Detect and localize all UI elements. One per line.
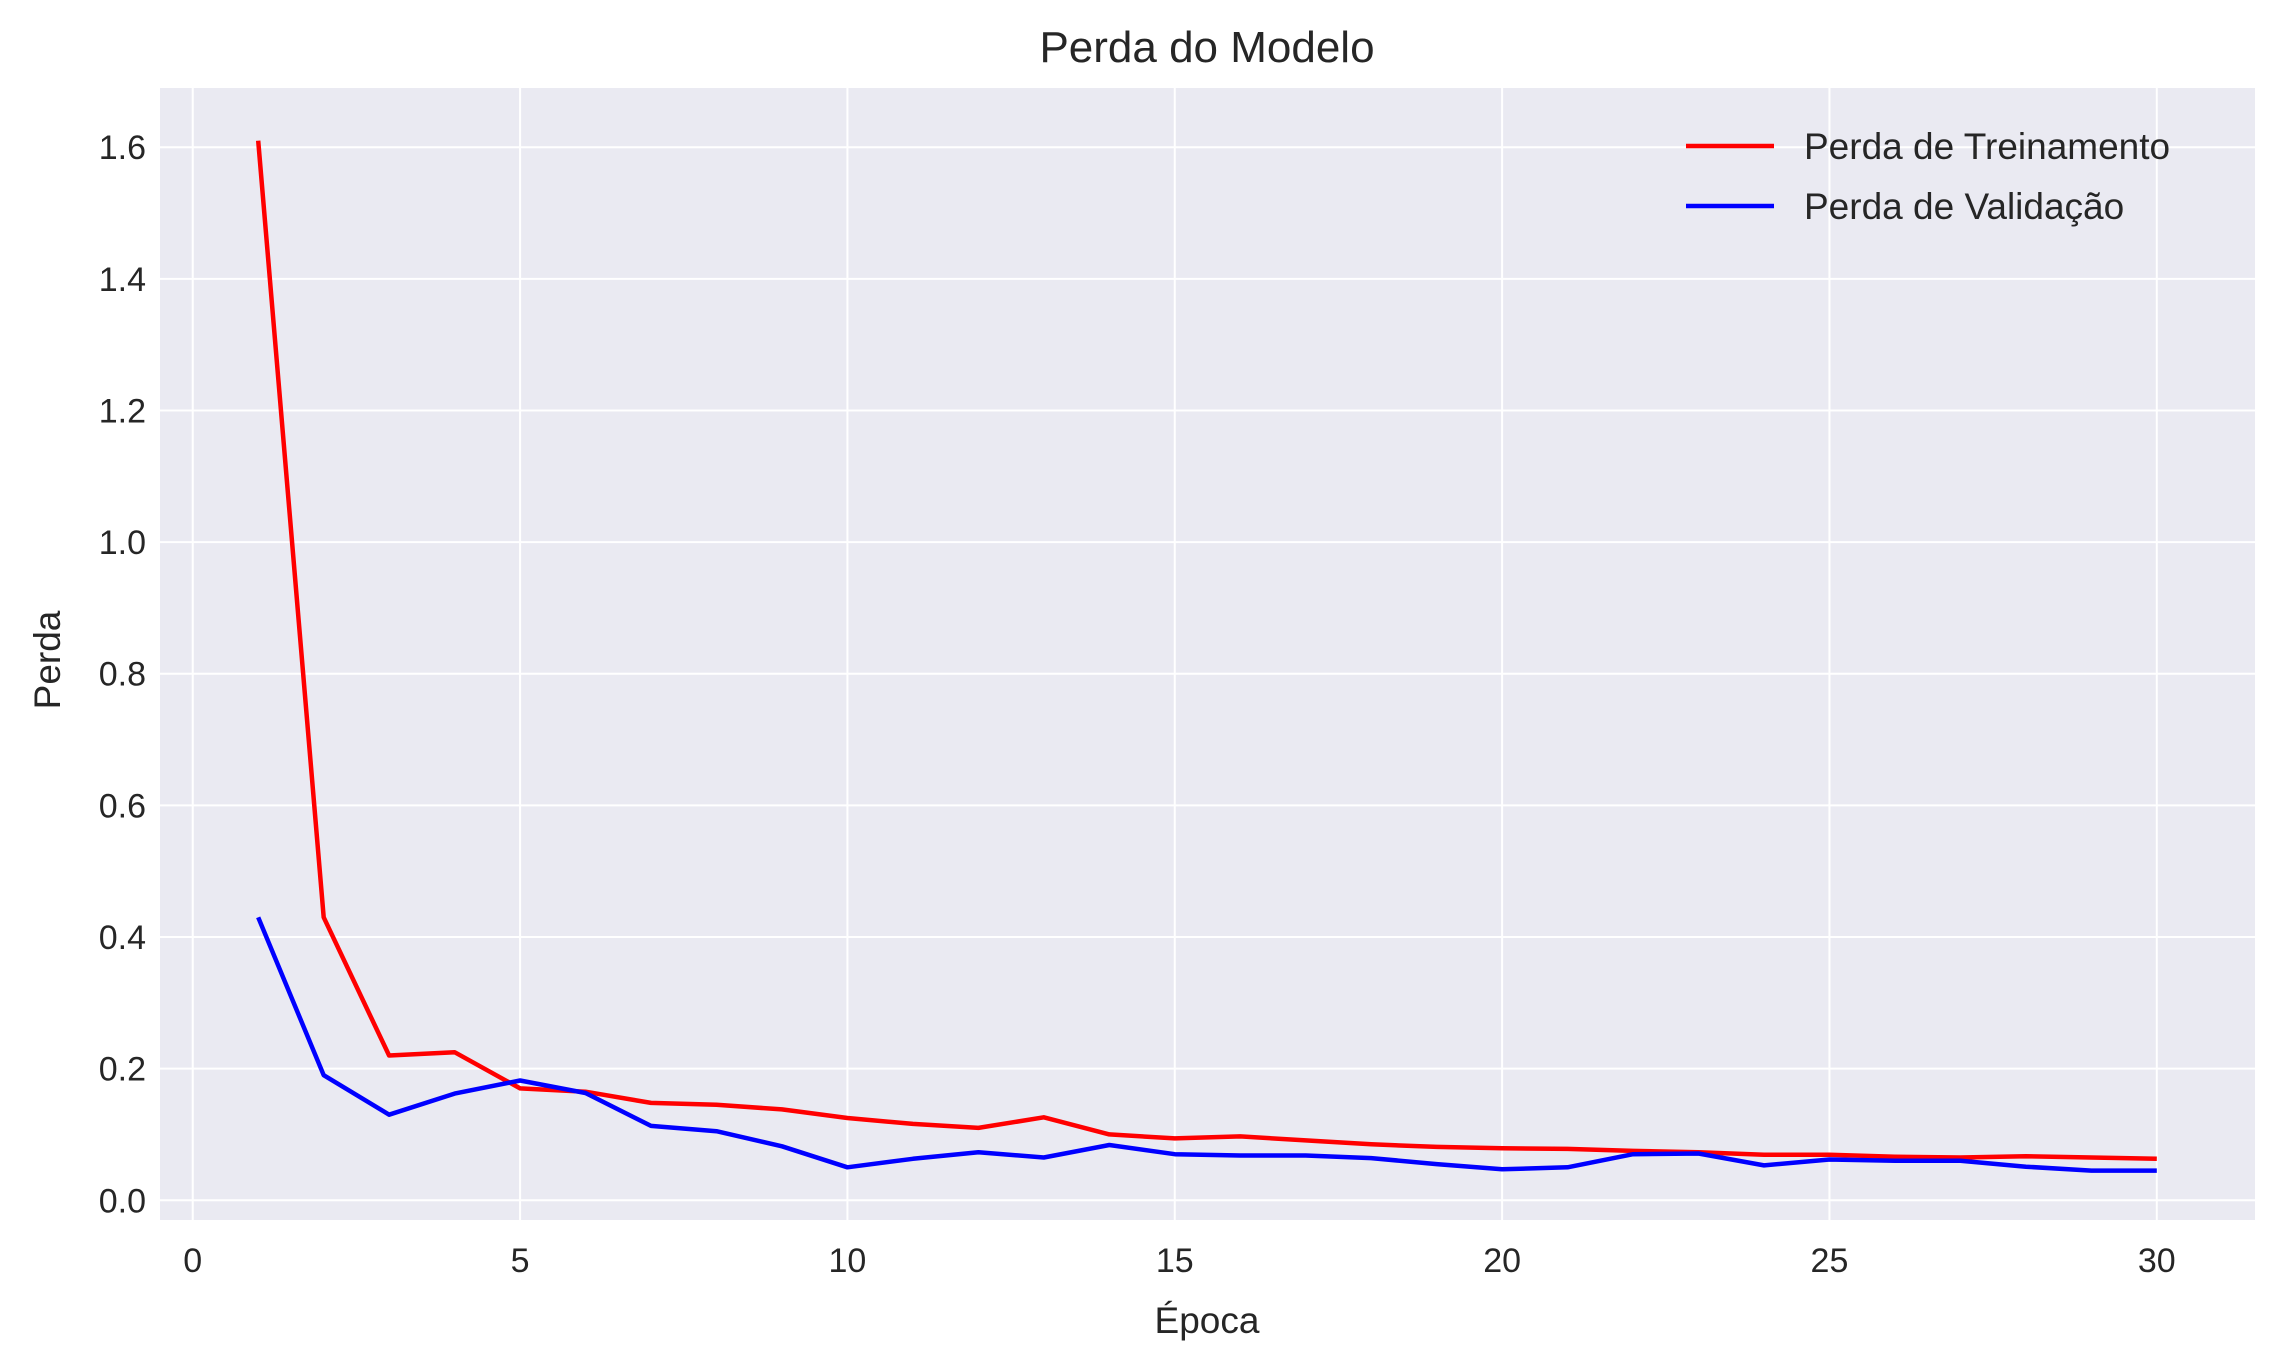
x-tick-label: 20 (1483, 1242, 1521, 1280)
tick-labels: 0 5 10 15 20 25 30 0.0 0.2 0.4 0.6 0.8 1.0 1.2 1.4 1.6 (99, 129, 2176, 1280)
x-tick-label: 5 (511, 1242, 530, 1280)
y-tick-label: 0.6 (99, 787, 146, 825)
legend: Perda de Treinamento Perda de Validação (1686, 126, 2170, 227)
grid (160, 88, 2255, 1220)
x-tick-label: 10 (829, 1242, 867, 1280)
series-line-validation (256, 916, 2157, 1173)
y-axis-label: Perda (27, 610, 68, 709)
plot-background (160, 88, 2255, 1220)
y-tick-label: 1.2 (99, 392, 146, 430)
x-tick-label: 25 (1811, 1242, 1849, 1280)
x-axis-label: Época (1155, 1300, 1260, 1341)
y-tick-label: 1.0 (99, 524, 146, 562)
y-tick-label: 0.8 (99, 656, 146, 694)
legend-label-validation: Perda de Validação (1804, 186, 2124, 227)
x-tick-label: 30 (2138, 1242, 2176, 1280)
legend-label-training: Perda de Treinamento (1804, 126, 2170, 167)
y-tick-label: 0.0 (99, 1182, 146, 1220)
series-lines (255, 140, 2157, 1173)
y-tick-label: 1.4 (99, 261, 146, 299)
y-tick-label: 0.4 (99, 919, 146, 957)
y-tick-label: 0.2 (99, 1051, 146, 1089)
chart-title: Perda do Modelo (1039, 23, 1374, 72)
y-tick-label: 1.6 (99, 129, 146, 167)
x-tick-label: 0 (183, 1242, 202, 1280)
x-tick-label: 15 (1156, 1242, 1194, 1280)
